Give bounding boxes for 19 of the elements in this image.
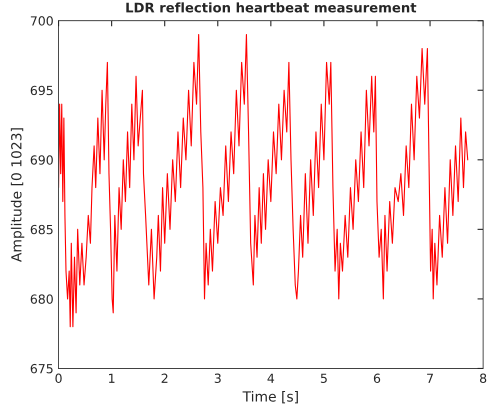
chart-title: LDR reflection heartbeat measurement bbox=[126, 2, 416, 13]
x-tick-label: 0 bbox=[55, 374, 62, 383]
y-tick-label: 675 bbox=[30, 364, 53, 374]
x-tick-label: 2 bbox=[162, 374, 168, 383]
x-tick-label: 7 bbox=[427, 374, 433, 383]
x-tick-label: 4 bbox=[267, 374, 274, 383]
y-tick-label: 695 bbox=[30, 86, 53, 96]
y-axis-title: Amplitude [0 1023] bbox=[10, 128, 24, 262]
y-tick-label: 680 bbox=[30, 294, 53, 304]
y-tick-label: 685 bbox=[30, 224, 53, 234]
x-tick-label: 3 bbox=[214, 374, 221, 383]
y-tick-label: 690 bbox=[30, 155, 53, 165]
x-tick-label: 8 bbox=[480, 374, 486, 383]
line-series bbox=[58, 34, 468, 328]
x-tick-label: 6 bbox=[374, 374, 380, 383]
x-tick-label: 5 bbox=[320, 374, 327, 383]
x-axis-title: Time [s] bbox=[242, 390, 298, 404]
y-tick-label: 700 bbox=[30, 16, 53, 26]
x-tick-label: 1 bbox=[109, 374, 114, 383]
